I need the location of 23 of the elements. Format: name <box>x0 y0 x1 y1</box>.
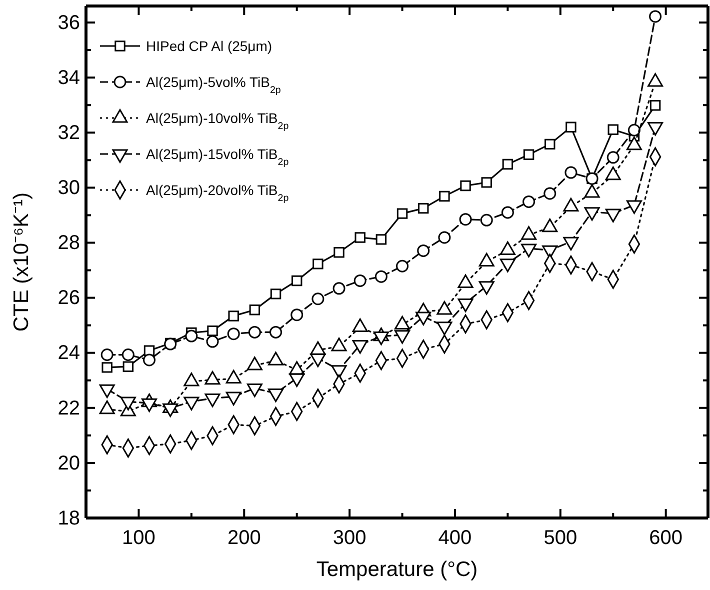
y-tick-label: 22 <box>58 397 80 420</box>
x-tick-label: 300 <box>332 527 366 550</box>
y-tick-label: 26 <box>58 287 80 310</box>
y-tick-label: 18 <box>58 507 80 530</box>
x-tick-label: 400 <box>438 527 472 550</box>
legend-label: Al(25μm)-15vol% TiB$_{2p}$ <box>146 146 290 168</box>
x-tick-label: 200 <box>227 527 261 550</box>
y-axis-title: CTE (x10⁻⁶K⁻¹) <box>10 192 33 332</box>
legend-label: Al(25μm)-10vol% TiB$_{2p}$ <box>146 110 290 132</box>
y-tick-label: 28 <box>58 232 80 254</box>
legend-label: Al(25μm)-20vol% TiB$_{2p}$ <box>146 182 290 204</box>
y-tick-label: 36 <box>58 12 80 34</box>
y-tick-label: 30 <box>58 177 80 200</box>
y-tick-label: 20 <box>58 452 80 474</box>
x-axis-title: Temperature (°C) <box>316 558 478 581</box>
y-tick-label: 32 <box>58 122 80 144</box>
y-tick-label: 24 <box>58 342 80 364</box>
x-tick-label: 600 <box>649 527 683 550</box>
x-tick-label: 100 <box>122 527 156 550</box>
x-tick-label: 500 <box>544 527 578 550</box>
legend-label: Al(25μm)-5vol% TiB$_{2p}$ <box>146 74 282 96</box>
legend-label: HIPed CP Al (25μm) <box>146 38 272 54</box>
y-tick-label: 34 <box>58 66 80 89</box>
